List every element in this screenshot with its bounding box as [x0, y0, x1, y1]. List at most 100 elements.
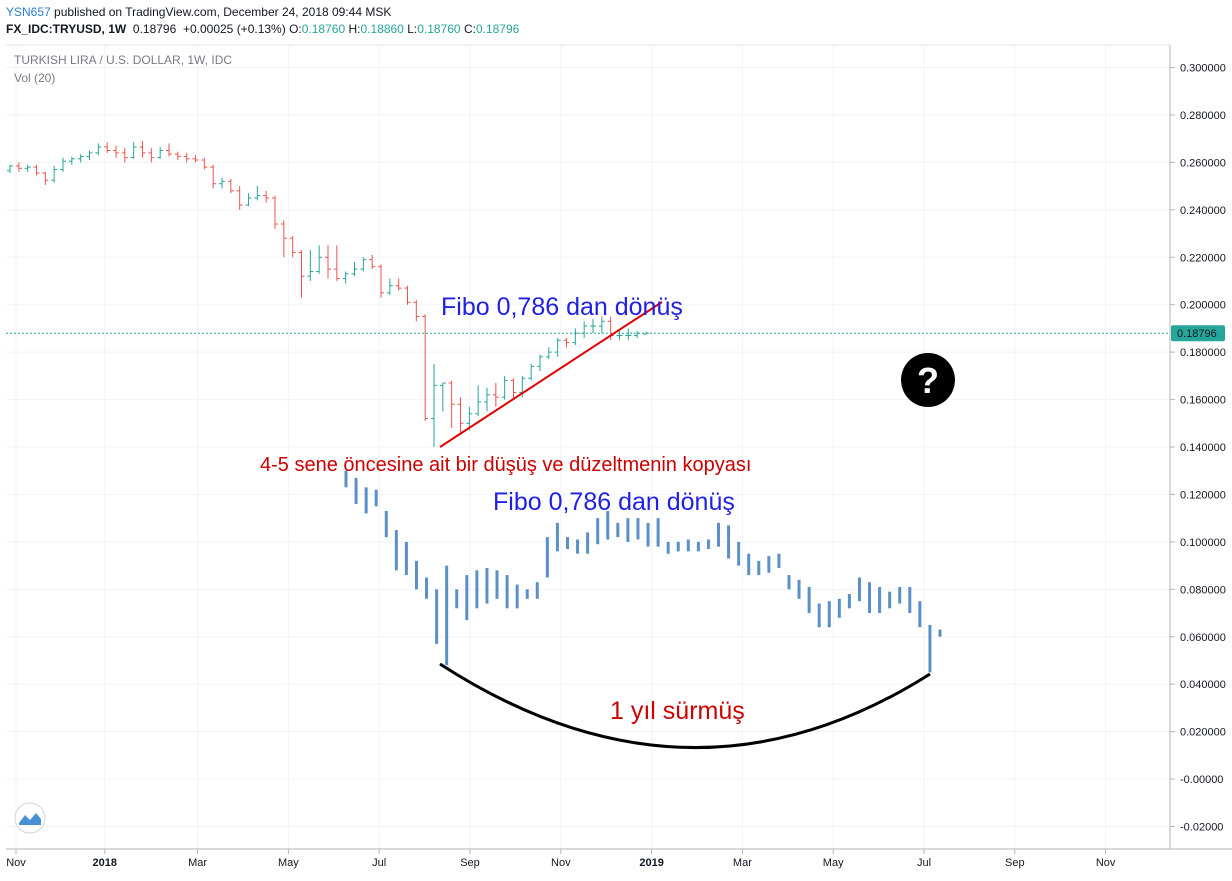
symbol-label: FX_IDC:TRYUSD, 1W	[6, 22, 127, 36]
ohlc-bar	[625, 328, 632, 341]
ohlc-bar	[174, 151, 181, 161]
ohlc-bar	[439, 382, 446, 412]
high-label: H:	[348, 22, 361, 36]
ohlc-bar	[484, 387, 490, 412]
y-tick-label: 0.200000	[1180, 300, 1226, 312]
ohlc-bar	[563, 337, 570, 348]
x-tick-label: May	[823, 857, 844, 869]
ohlc-bar	[448, 380, 455, 429]
ohlc-bar	[351, 261, 358, 277]
ohlc-bar	[86, 150, 93, 161]
ohlc-bar	[68, 156, 75, 165]
question-icon[interactable]: ?	[901, 353, 955, 407]
ohlc-bar	[201, 157, 208, 170]
open-label: O:	[289, 22, 302, 36]
time-axis[interactable]: Nov 2018 Mar May Jul Sep Nov 2019 Mar May Jul Sep No…	[6, 849, 1116, 869]
x-tick-label: May	[278, 857, 299, 869]
x-tick-label: Jul	[917, 857, 931, 869]
x-tick-label: Sep	[1005, 857, 1025, 869]
ohlc-bar	[113, 145, 119, 158]
ohlc-bar	[413, 299, 420, 322]
annotation-copy-note[interactable]: 4-5 sene öncesine ait bir düşüş ve düzel…	[260, 454, 751, 476]
ohlc-bar	[492, 382, 499, 407]
ohlc-bar	[316, 245, 323, 274]
ohlc-bar	[590, 318, 596, 334]
ohlc-bar	[422, 314, 429, 421]
ohlc-bar	[369, 254, 376, 270]
y-tick-label: 0.060000	[1180, 632, 1226, 644]
y-tick-label: 0.040000	[1180, 679, 1226, 691]
ohlc-bar	[475, 385, 482, 417]
x-tick-label: Jul	[372, 857, 386, 869]
ohlc-bar	[60, 157, 66, 172]
ohlc-bar	[95, 143, 102, 156]
price-axis[interactable]: 0.300000 0.280000 0.260000 0.240000 0.220000…	[1170, 63, 1226, 834]
y-tick-label: 0.120000	[1180, 489, 1226, 501]
ohlc-bar	[121, 148, 128, 163]
ohlc-bar	[616, 330, 623, 341]
ohlc-bar	[333, 245, 340, 281]
y-tick-label: -0.00000	[1180, 774, 1223, 786]
publish-line: YSN657 published on TradingView.com, Dec…	[6, 4, 1166, 21]
ohlc-bar	[219, 177, 225, 189]
ohlc-bar	[342, 271, 349, 284]
ohlc-bar	[501, 375, 508, 400]
arc-shape[interactable]	[439, 662, 931, 749]
y-tick-label: 0.100000	[1180, 537, 1226, 549]
high-value: 0.18860	[360, 22, 404, 36]
author-link[interactable]: YSN657	[6, 5, 51, 19]
ohlc-bar	[42, 171, 49, 185]
ohlc-bar	[404, 285, 411, 305]
ohlc-bar	[431, 363, 437, 447]
y-tick-label: 0.020000	[1180, 727, 1226, 739]
ohlc-bar	[104, 142, 111, 153]
ohlc-bar	[7, 164, 13, 174]
last-price-badge-text: 0.18796	[1177, 328, 1217, 340]
ohlc-bar	[386, 278, 393, 296]
y-tick-label: 0.080000	[1180, 584, 1226, 596]
y-tick-label: 0.180000	[1180, 347, 1226, 359]
ohlc-bar	[157, 146, 164, 159]
annotation-duration[interactable]: 1 yıl sürmüş	[610, 697, 745, 725]
ohlc-bar	[457, 397, 464, 436]
ohlc-bar	[643, 331, 649, 335]
last-price: 0.18796	[132, 22, 177, 36]
x-tick-label: Nov	[1096, 857, 1116, 869]
y-tick-label: 0.220000	[1180, 252, 1226, 264]
logo-circle	[14, 802, 46, 834]
ohlc-bar	[572, 328, 579, 346]
quote-line: FX_IDC:TRYUSD, 1W 0.18796 +0.00025 (+0.1…	[6, 21, 1166, 38]
chart-header: YSN657 published on TradingView.com, Dec…	[6, 4, 1166, 38]
ohlc-bar	[395, 278, 402, 291]
ohlc-bar	[210, 164, 217, 189]
tradingview-logo-icon[interactable]	[14, 802, 46, 834]
ohlc-bar	[598, 316, 605, 334]
low-label: L:	[407, 22, 418, 36]
ohlc-bar	[510, 378, 517, 400]
ohlc-series	[7, 141, 649, 447]
ohlc-bar	[166, 143, 172, 157]
ohlc-bar	[236, 186, 243, 210]
ohlc-bar	[183, 152, 190, 163]
ohlc-bar	[280, 220, 287, 258]
ohlc-bar	[24, 164, 31, 172]
annotation-fibo-top[interactable]: Fibo 0,786 dan dönüş	[441, 293, 683, 321]
annotation-fibo-bottom[interactable]: Fibo 0,786 dan dönüş	[493, 488, 735, 516]
ohlc-bar	[51, 165, 58, 183]
y-tick-label: 0.260000	[1180, 157, 1226, 169]
ohlc-bar	[15, 162, 22, 172]
ohlc-bar	[227, 178, 234, 194]
trend-line[interactable]	[439, 301, 663, 448]
question-mark: ?	[917, 360, 939, 401]
ohlc-bar	[298, 250, 305, 298]
last-price-badge	[1171, 325, 1225, 342]
low-value: 0.18760	[417, 22, 461, 36]
ohlc-bar	[272, 195, 278, 229]
open-value: 0.18760	[301, 22, 346, 36]
y-tick-label: 0.140000	[1180, 442, 1226, 454]
x-tick-label: Nov	[551, 857, 571, 869]
ohlc-bar	[130, 142, 137, 159]
x-tick-label: Nov	[6, 857, 26, 869]
ohlc-bar	[139, 141, 146, 158]
